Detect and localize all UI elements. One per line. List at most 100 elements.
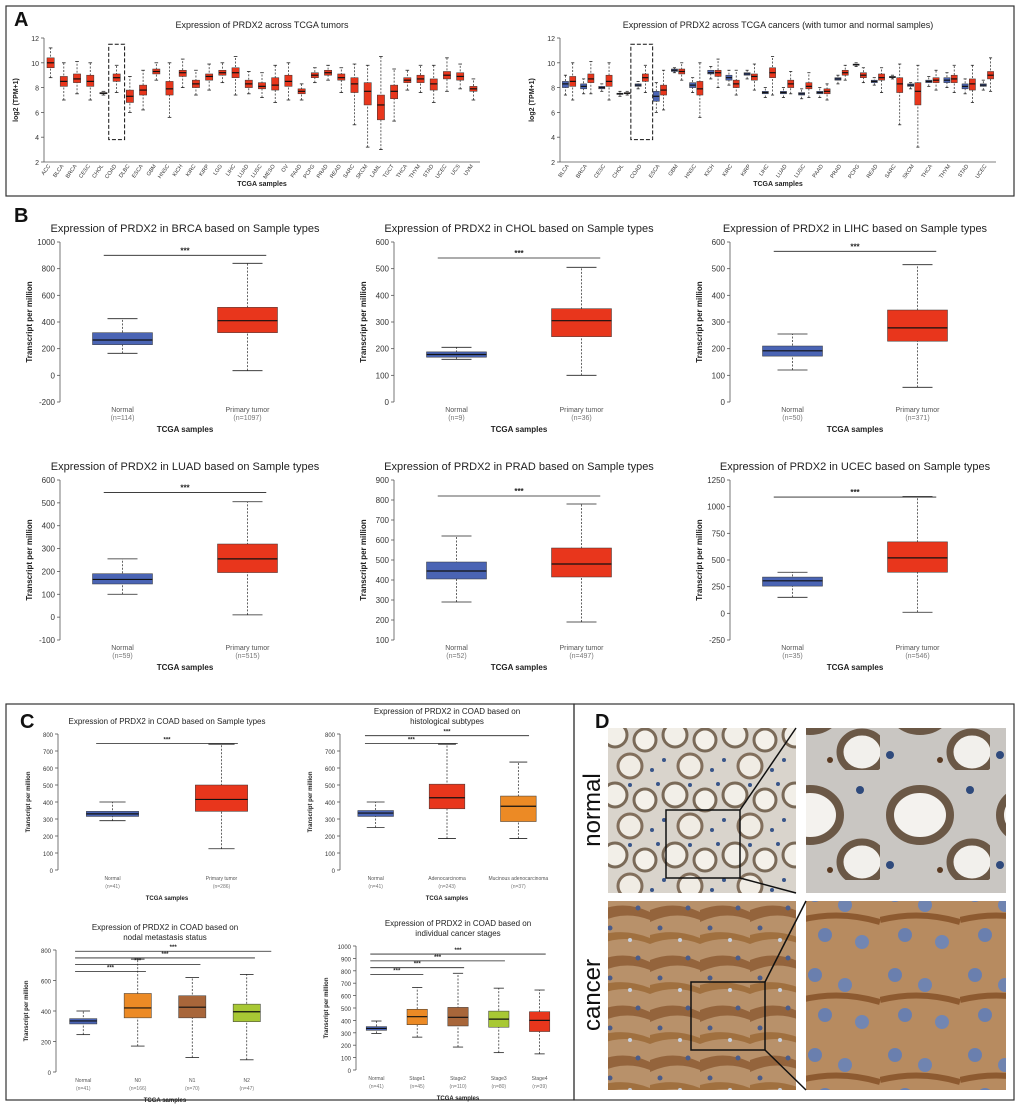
- x-tick-label: OV: [281, 163, 291, 173]
- x-tick-label: Primary tumor: [896, 407, 941, 414]
- x-tick-count: (n=371): [905, 415, 929, 422]
- x-axis-label: TCGA samples: [827, 425, 884, 434]
- panel-d-images: normal cancer: [579, 727, 1006, 1091]
- box-iqr: [587, 73, 595, 83]
- y-tick-label: 200: [341, 1044, 352, 1050]
- box-iqr: [887, 309, 948, 342]
- y-tick-label: 300: [43, 818, 54, 824]
- x-tick-label: UCEC: [435, 164, 449, 180]
- x-tick-count: (n=45): [410, 1084, 425, 1090]
- panel-label-a: A: [14, 9, 28, 31]
- chart-b6: Expression of PRDX2 in UCEC based on Sam…: [695, 461, 991, 672]
- x-tick-label: READ: [866, 164, 880, 180]
- box-iqr: [271, 77, 280, 91]
- x-tick-label: Normal: [781, 645, 804, 652]
- y-tick-label: 500: [712, 556, 726, 565]
- y-tick-label: 100: [712, 371, 726, 380]
- y-tick-label: 700: [376, 516, 390, 525]
- y-tick-label: 400: [42, 318, 56, 327]
- x-tick-label: PRAD: [316, 164, 330, 180]
- y-tick-label: 0: [721, 398, 726, 407]
- y-tick-label: 500: [43, 784, 54, 790]
- box-iqr: [195, 784, 248, 812]
- chart-title: Expression of PRDX2 in PRAD based on Sam…: [384, 461, 654, 473]
- box-iqr: [714, 69, 722, 77]
- box-lusc-normal: [798, 88, 805, 100]
- cancer-tissue-zoom-image: [806, 901, 1006, 1090]
- x-tick-label: LAML: [369, 164, 382, 179]
- y-tick-label: 100: [376, 636, 390, 645]
- box-gbm-normal: [671, 67, 678, 74]
- box-iqr: [390, 84, 399, 100]
- significance-label: ***: [408, 737, 416, 743]
- y-tick-label: 400: [325, 801, 336, 807]
- x-tick-count: (n=52): [446, 653, 466, 660]
- box-stage4: [529, 989, 551, 1055]
- y-tick-label: 1000: [338, 945, 352, 951]
- x-tick-label: CHOL: [91, 164, 105, 180]
- x-tick-label: SKCM: [902, 163, 916, 180]
- box-normal: [762, 333, 823, 371]
- box-iqr: [551, 547, 612, 578]
- box-kirp: [205, 63, 214, 91]
- x-axis-label: TCGA samples: [437, 1096, 480, 1102]
- box-primary-tumor: [217, 262, 278, 372]
- x-tick-label: COAD: [104, 164, 118, 180]
- y-axis-label: Transcript per million: [24, 980, 30, 1041]
- box-primary-tumor: [195, 743, 248, 850]
- box-read-tumor: [878, 67, 885, 93]
- cancer-tissue-image: [608, 901, 796, 1090]
- row-label-normal: normal: [579, 773, 606, 846]
- box-iqr: [762, 576, 823, 587]
- x-tick-label: N1: [189, 1078, 196, 1084]
- box-primary-tumor: [887, 264, 948, 388]
- box-iqr: [337, 73, 346, 81]
- y-tick-label: 0: [48, 1071, 52, 1077]
- x-tick-label: LGG: [212, 164, 224, 177]
- chart-b4: Expression of PRDX2 in LUAD based on Sam…: [25, 461, 320, 672]
- x-tick-count: (n=35): [782, 653, 802, 660]
- y-tick-label: 1000: [707, 503, 725, 512]
- x-tick-label: Normal: [104, 876, 120, 882]
- box-iqr: [284, 74, 293, 87]
- box-pcpg: [310, 67, 319, 84]
- x-tick-label: LIHC: [758, 164, 770, 178]
- x-tick-label: Primary tumor: [226, 407, 271, 414]
- box-coad-tumor: [642, 64, 649, 93]
- y-tick-label: 300: [376, 596, 390, 605]
- box-ucs: [456, 63, 465, 90]
- box-thym-tumor: [950, 64, 958, 93]
- y-tick-label: 600: [42, 476, 56, 485]
- box-normal: [92, 558, 153, 595]
- significance-label: ***: [850, 242, 860, 251]
- x-tick-label: Normal: [368, 1076, 384, 1082]
- y-tick-label: 200: [42, 567, 56, 576]
- x-tick-count: (n=47): [239, 1086, 254, 1092]
- y-tick-label: 500: [325, 784, 336, 790]
- box-iqr: [751, 73, 758, 81]
- x-tick-count: (n=50): [782, 415, 802, 422]
- y-axis-label: Transcript per million: [324, 977, 330, 1038]
- x-tick-label: CESC: [78, 164, 92, 180]
- significance-label: ***: [163, 737, 171, 743]
- box-iqr: [707, 69, 715, 75]
- box-luad-normal: [780, 87, 787, 98]
- y-tick-label: 200: [325, 835, 336, 841]
- box-chol: [99, 90, 108, 96]
- x-tick-count: (n=36): [571, 415, 591, 422]
- y-tick-label: 100: [325, 852, 336, 858]
- box-read: [337, 67, 346, 93]
- chart-a2: Expression of PRDX2 across TCGA cancers …: [529, 20, 996, 188]
- box-sarc: [350, 63, 359, 126]
- box-kirp-normal: [743, 69, 751, 80]
- box-kich: [178, 58, 187, 88]
- box-iqr: [86, 74, 95, 87]
- box-blca: [59, 62, 68, 101]
- y-tick-label: 0: [51, 613, 56, 622]
- y-axis-label: Transcript per million: [26, 771, 32, 832]
- y-tick-label: 800: [341, 970, 352, 976]
- x-tick-label: KIRC: [185, 164, 197, 178]
- y-axis-label: Transcript per million: [695, 519, 704, 600]
- y-tick-label: 700: [325, 750, 336, 756]
- x-tick-label: Primary tumor: [560, 407, 605, 414]
